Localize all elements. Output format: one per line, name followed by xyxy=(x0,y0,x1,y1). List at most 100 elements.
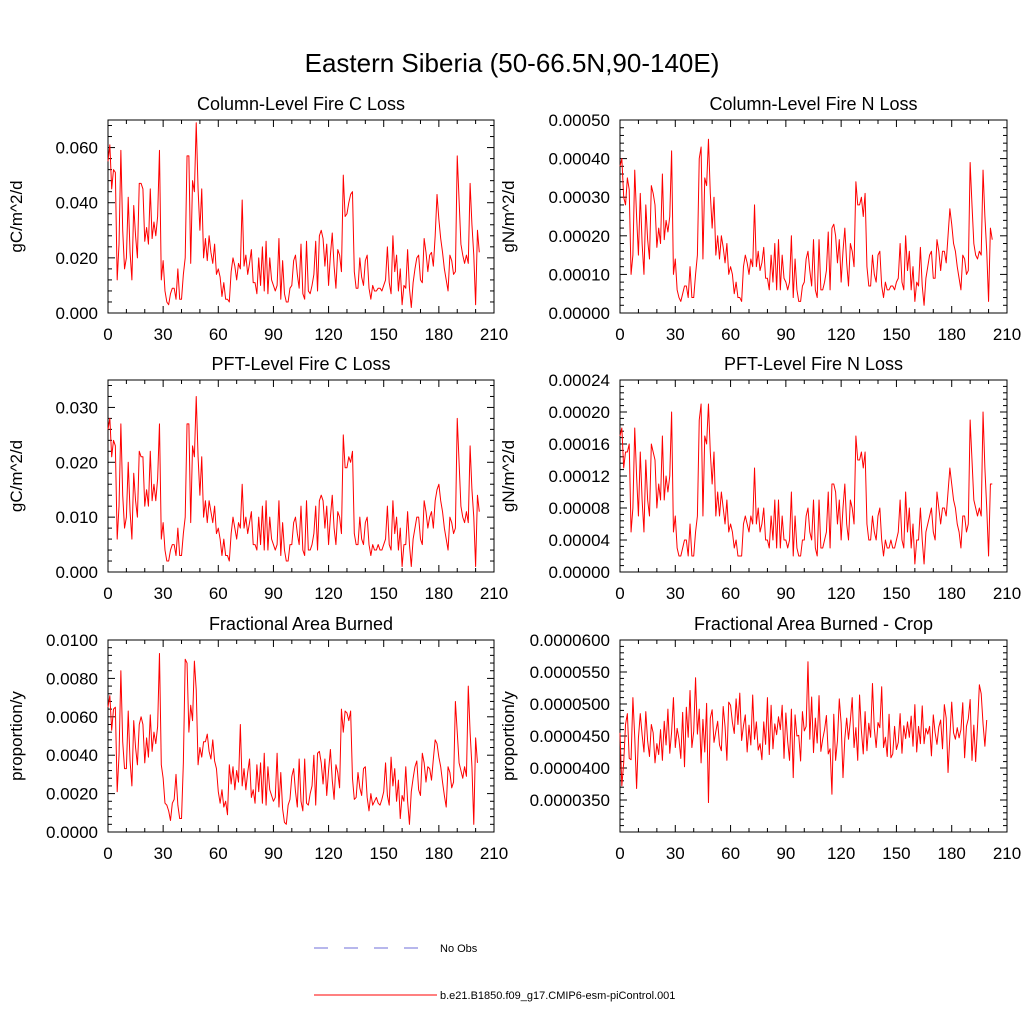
x-tick-label: 210 xyxy=(480,584,508,603)
x-tick-label: 180 xyxy=(425,844,453,863)
legend-obs-label: No Obs xyxy=(440,943,478,955)
x-tick-label: 180 xyxy=(425,325,453,344)
x-tick-label: 180 xyxy=(938,844,966,863)
y-tick-label: 0.010 xyxy=(55,508,98,527)
x-tick-label: 0 xyxy=(615,844,624,863)
y-tick-label: 0.00024 xyxy=(549,371,610,390)
y-tick-label: 0.0040 xyxy=(46,746,98,765)
x-tick-label: 90 xyxy=(776,584,795,603)
y-tick-label: 0.00000 xyxy=(549,563,610,582)
x-tick-label: 90 xyxy=(776,325,795,344)
x-tick-label: 90 xyxy=(264,844,283,863)
x-tick-label: 0 xyxy=(615,584,624,603)
x-tick-label: 90 xyxy=(264,325,283,344)
chart-panel-4: 0 30 60 90 120 150 180 210 0.00000 0.00004 0.00008… xyxy=(499,354,1021,603)
y-tick-label: 0.0000450 xyxy=(530,727,610,746)
x-tick-label: 0 xyxy=(103,844,112,863)
x-tick-label: 90 xyxy=(776,844,795,863)
x-tick-label: 210 xyxy=(480,325,508,344)
chart-panel-5: 0 30 60 90 120 150 180 210 0.0000 0.0020 0.0040 0.0… xyxy=(7,614,508,863)
x-tick-label: 120 xyxy=(827,325,855,344)
panel-title: PFT-Level Fire C Loss xyxy=(211,354,390,374)
panel-title: Fractional Area Burned - Crop xyxy=(694,614,933,634)
x-tick-label: 60 xyxy=(721,844,740,863)
y-tick-label: 0.00004 xyxy=(549,531,610,550)
series-line-1 xyxy=(619,138,993,306)
y-tick-label: 0.0000550 xyxy=(530,663,610,682)
y-tick-label: 0.00040 xyxy=(549,150,610,169)
y-axis-label: gC/m^2/d xyxy=(7,440,26,512)
y-tick-label: 0.00012 xyxy=(549,467,610,486)
x-tick-label: 210 xyxy=(993,325,1021,344)
x-tick-label: 150 xyxy=(882,844,910,863)
x-tick-label: 210 xyxy=(993,584,1021,603)
x-tick-label: 30 xyxy=(154,844,173,863)
x-tick-label: 150 xyxy=(370,584,398,603)
y-axis-label: gN/m^2/d xyxy=(499,180,518,252)
y-axis-label: gN/m^2/d xyxy=(499,440,518,512)
y-tick-label: 0.030 xyxy=(55,398,98,417)
y-tick-label: 0.0020 xyxy=(46,785,98,804)
x-tick-label: 30 xyxy=(154,584,173,603)
y-tick-label: 0.040 xyxy=(55,194,98,213)
x-tick-label: 150 xyxy=(370,325,398,344)
legend: No Obs b.e21.B1850.f09_g17.CMIP6-esm-piC… xyxy=(314,943,675,1002)
x-tick-label: 0 xyxy=(103,325,112,344)
y-tick-label: 0.00050 xyxy=(549,111,610,130)
panel-title: Column-Level Fire C Loss xyxy=(197,94,405,114)
x-tick-label: 30 xyxy=(666,325,685,344)
x-tick-label: 60 xyxy=(721,325,740,344)
y-tick-label: 0.0000500 xyxy=(530,695,610,714)
y-tick-label: 0.00010 xyxy=(549,265,610,284)
plot-frame xyxy=(107,119,495,314)
y-axis-label: proportion/y xyxy=(7,691,26,781)
y-axis-label: gC/m^2/d xyxy=(7,180,26,252)
plot-frame xyxy=(619,119,1008,314)
y-tick-label: 0.0000600 xyxy=(530,631,610,650)
x-tick-label: 90 xyxy=(264,584,283,603)
x-tick-label: 0 xyxy=(615,325,624,344)
x-tick-label: 120 xyxy=(314,584,342,603)
x-tick-label: 180 xyxy=(425,584,453,603)
series-line-1 xyxy=(107,122,480,308)
y-axis-label: proportion/y xyxy=(499,691,518,781)
chart-panel-6: 0 30 60 90 120 150 180 210 0.0000350 0.0000400 0.0… xyxy=(499,614,1021,863)
x-tick-label: 60 xyxy=(209,844,228,863)
y-tick-label: 0.020 xyxy=(55,453,98,472)
x-tick-label: 60 xyxy=(209,325,228,344)
panel-title: PFT-Level Fire N Loss xyxy=(724,354,903,374)
y-tick-label: 0.0000350 xyxy=(530,791,610,810)
y-tick-label: 0.0080 xyxy=(46,669,98,688)
y-tick-label: 0.060 xyxy=(55,139,98,158)
x-tick-label: 30 xyxy=(666,584,685,603)
y-tick-label: 0.00020 xyxy=(549,227,610,246)
x-tick-label: 210 xyxy=(993,844,1021,863)
y-tick-label: 0.0000400 xyxy=(530,759,610,778)
plot-frame xyxy=(107,379,495,573)
y-tick-label: 0.0100 xyxy=(46,631,98,650)
panel-title: Fractional Area Burned xyxy=(209,614,393,634)
x-tick-label: 60 xyxy=(721,584,740,603)
x-tick-label: 30 xyxy=(666,844,685,863)
y-tick-label: 0.00000 xyxy=(549,304,610,323)
panels: 0 30 60 90 120 150 180 210 0.000 0.020 0.040 0.060 C… xyxy=(7,94,1021,863)
x-tick-label: 0 xyxy=(103,584,112,603)
chart-panel-3: 0 30 60 90 120 150 180 210 0.000 0.010 0.020 0.030 P… xyxy=(7,354,508,603)
x-tick-label: 180 xyxy=(938,584,966,603)
y-tick-label: 0.00008 xyxy=(549,499,610,518)
y-tick-label: 0.020 xyxy=(55,249,98,268)
y-tick-label: 0.000 xyxy=(55,563,98,582)
x-tick-label: 150 xyxy=(882,584,910,603)
y-tick-label: 0.000 xyxy=(55,304,98,323)
chart-panel-1: 0 30 60 90 120 150 180 210 0.000 0.020 0.040 0.060 C… xyxy=(7,94,508,344)
x-tick-label: 180 xyxy=(938,325,966,344)
panel-title: Column-Level Fire N Loss xyxy=(709,94,917,114)
series-line-1 xyxy=(107,395,480,568)
series-line-1 xyxy=(619,661,988,804)
x-tick-label: 120 xyxy=(314,844,342,863)
y-tick-label: 0.0060 xyxy=(46,708,98,727)
x-tick-label: 120 xyxy=(314,325,342,344)
legend-model-label: b.e21.B1850.f09_g17.CMIP6-esm-piControl.… xyxy=(440,990,675,1002)
x-tick-label: 210 xyxy=(480,844,508,863)
